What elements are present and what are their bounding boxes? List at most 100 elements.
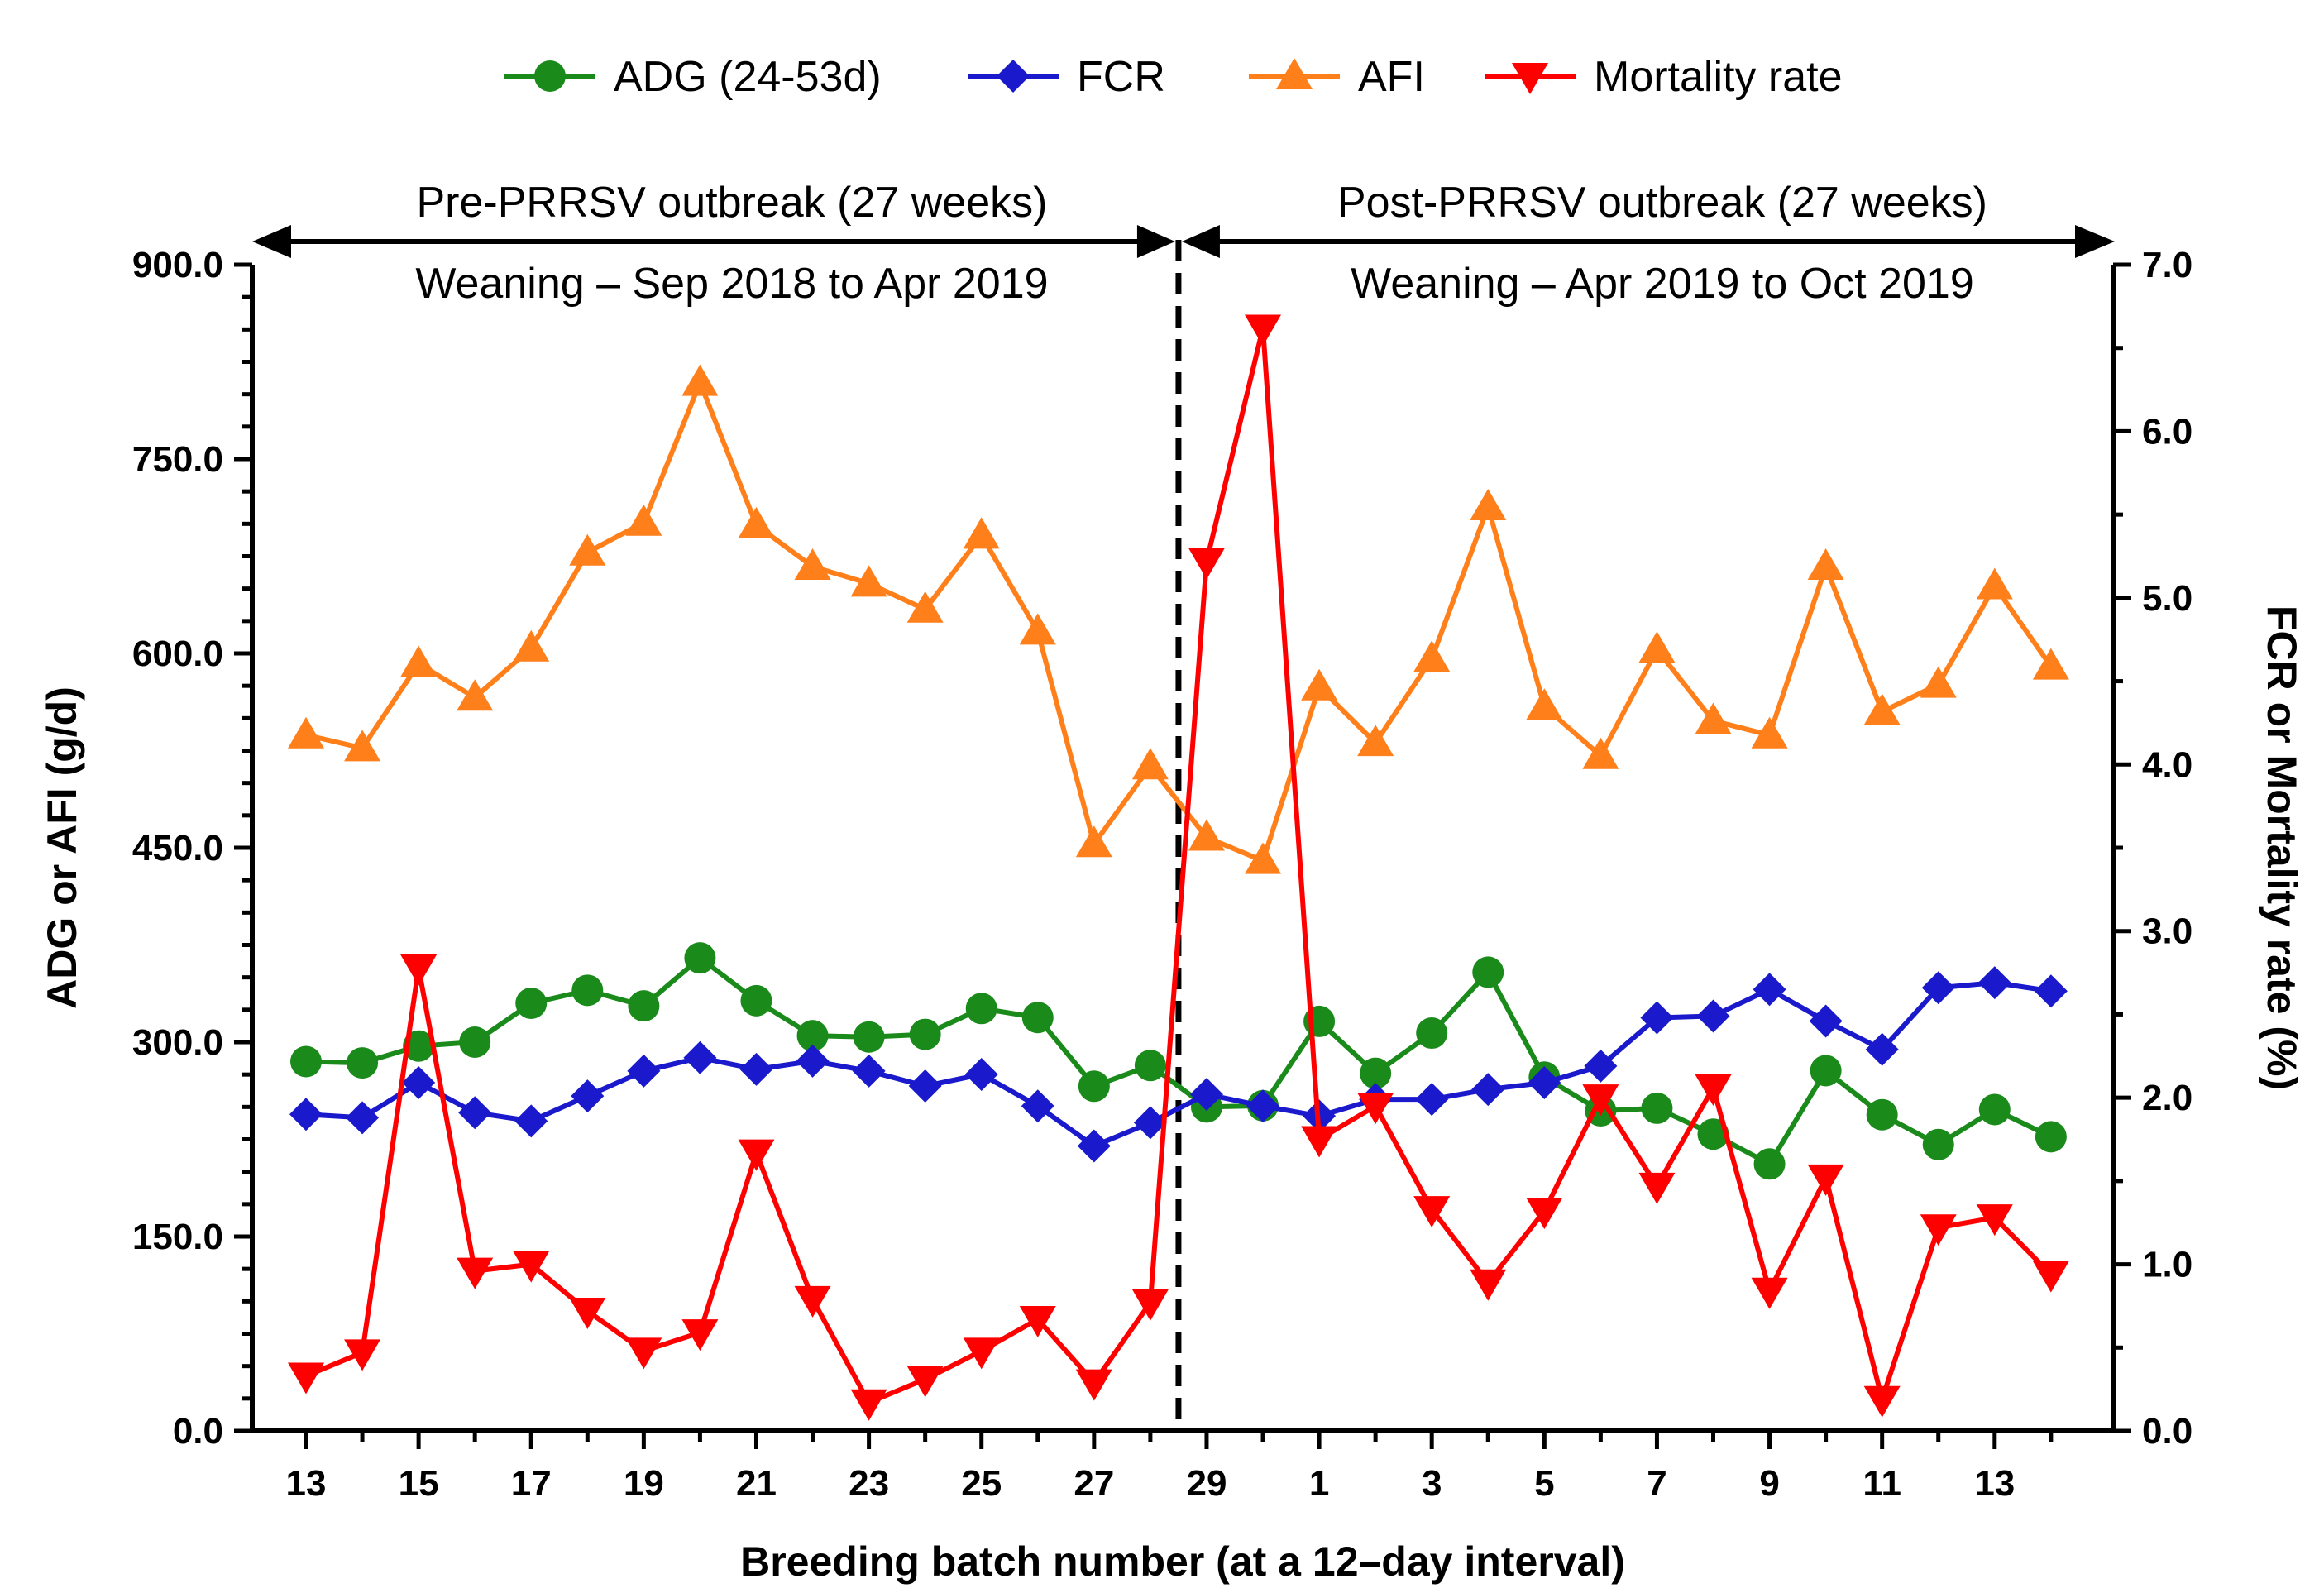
legend-marker	[1276, 58, 1313, 89]
data-point-afi	[1638, 631, 1676, 663]
data-point-afi	[1470, 488, 1507, 520]
data-point-fcr	[1471, 1073, 1505, 1107]
y-left-tick-label: 300.0	[132, 1022, 223, 1063]
data-point-adg-24-53d	[1810, 1055, 1842, 1087]
data-point-adg-24-53d	[1978, 1093, 2011, 1126]
y-axis-right-title: FCR or Mortality rate (%)	[2259, 605, 2305, 1090]
data-point-fcr	[1077, 1129, 1111, 1163]
data-point-mortality-rate	[625, 1337, 662, 1370]
series-afi	[288, 364, 2069, 874]
x-axis-title: Breeding batch number (at a 12–day inter…	[740, 1538, 1625, 1585]
data-point-adg-24-53d	[571, 974, 604, 1007]
x-tick-label: 5	[1534, 1463, 1554, 1504]
data-point-adg-24-53d	[1078, 1070, 1110, 1103]
data-point-fcr	[627, 1054, 661, 1088]
y-right-tick-label: 1.0	[2142, 1245, 2192, 1285]
data-point-afi	[344, 730, 381, 762]
data-point-adg-24-53d	[1134, 1050, 1166, 1082]
legend-marker	[1512, 63, 1548, 94]
series-line-mortality-rate	[304, 327, 2053, 1409]
x-tick-label: 7	[1647, 1463, 1666, 1504]
data-point-mortality-rate	[906, 1366, 944, 1398]
data-point-fcr	[1753, 973, 1786, 1007]
data-point-afi	[1582, 737, 1619, 769]
data-point-afi	[1019, 613, 1056, 645]
data-point-fcr	[458, 1096, 492, 1130]
y-right-tick-label: 5.0	[2142, 578, 2192, 619]
data-point-fcr	[964, 1057, 998, 1091]
data-point-afi	[1751, 716, 1788, 749]
data-point-adg-24-53d	[1753, 1148, 1786, 1180]
legend-item-adg-24-53d: ADG (24-53d)	[504, 53, 882, 101]
post-period-label: Post-PRRSV outbreak (27 weeks)	[1337, 179, 1987, 227]
data-point-afi	[1526, 688, 1563, 720]
legend-label: Mortality rate	[1594, 53, 1843, 101]
data-point-mortality-rate	[850, 1389, 887, 1421]
data-point-fcr	[289, 1098, 323, 1131]
data-point-afi	[963, 517, 1000, 549]
series-layer	[288, 314, 2069, 1421]
data-point-afi	[1357, 725, 1394, 757]
data-point-adg-24-53d	[1360, 1057, 1392, 1089]
data-point-mortality-rate	[1470, 1269, 1507, 1301]
data-point-afi	[681, 364, 719, 396]
y-left-tick-label: 150.0	[132, 1217, 223, 1257]
data-point-afi	[1863, 693, 1901, 725]
data-point-adg-24-53d	[347, 1047, 379, 1079]
x-tick-label: 1	[1309, 1463, 1329, 1504]
data-point-fcr	[683, 1040, 717, 1074]
data-point-mortality-rate	[681, 1319, 719, 1351]
data-point-afi	[738, 506, 775, 538]
series-adg-24-53d	[290, 942, 2067, 1180]
data-point-mortality-rate	[1526, 1198, 1563, 1230]
data-point-afi	[1245, 842, 1282, 874]
data-point-mortality-rate	[400, 954, 438, 987]
x-tick-label: 13	[1974, 1463, 2015, 1504]
x-tick-label: 17	[511, 1463, 552, 1504]
data-point-fcr	[1696, 999, 1730, 1033]
data-point-adg-24-53d	[909, 1018, 941, 1050]
y-right-tick-label: 7.0	[2142, 245, 2192, 285]
data-point-adg-24-53d	[1416, 1017, 1448, 1050]
data-point-afi	[625, 504, 662, 536]
data-point-adg-24-53d	[1472, 956, 1504, 988]
data-point-fcr	[1809, 1004, 1843, 1038]
data-point-afi	[1920, 666, 1957, 698]
y-left-tick-label: 750.0	[132, 439, 223, 480]
data-point-fcr	[514, 1104, 548, 1138]
data-point-fcr	[402, 1066, 436, 1100]
data-point-afi	[288, 716, 324, 749]
data-point-fcr	[1921, 971, 1955, 1005]
data-point-mortality-rate	[1131, 1289, 1169, 1321]
legend: ADG (24-53d) FCR AFI Mortality rate	[504, 53, 1843, 101]
data-point-adg-24-53d	[459, 1026, 491, 1058]
data-point-mortality-rate	[569, 1297, 606, 1329]
data-point-mortality-rate	[1075, 1369, 1112, 1401]
data-point-adg-24-53d	[1021, 1002, 1054, 1034]
data-point-adg-24-53d	[796, 1020, 829, 1052]
data-point-fcr	[2034, 974, 2068, 1008]
data-point-fcr	[1246, 1089, 1280, 1123]
data-point-afi	[1807, 548, 1844, 581]
data-point-mortality-rate	[1357, 1093, 1394, 1125]
pre-weaning-label: Weaning – Sep 2018 to Apr 2019	[415, 260, 1048, 308]
x-tick-label: 15	[399, 1463, 439, 1504]
data-point-fcr	[852, 1054, 886, 1088]
data-point-adg-24-53d	[853, 1021, 885, 1053]
data-point-afi	[906, 591, 944, 623]
period-annotations: Pre-PRRSV outbreak (27 weeks) Weaning – S…	[252, 179, 2115, 308]
data-point-mortality-rate	[1413, 1196, 1451, 1228]
x-tick-label: 29	[1186, 1463, 1227, 1504]
legend-item-mortality-rate: Mortality rate	[1485, 53, 1843, 101]
data-point-fcr	[1415, 1083, 1449, 1117]
data-point-mortality-rate	[457, 1257, 494, 1289]
y-left-tick-label: 450.0	[132, 828, 223, 868]
x-tick-label: 11	[1863, 1463, 1901, 1504]
data-point-adg-24-53d	[1922, 1128, 1954, 1160]
data-point-fcr	[1865, 1032, 1899, 1066]
y-left-tick-label: 0.0	[173, 1411, 223, 1452]
data-point-fcr	[739, 1052, 773, 1086]
pre-period-arrow-left-head	[252, 225, 291, 258]
data-point-mortality-rate	[1019, 1306, 1056, 1338]
data-point-adg-24-53d	[515, 988, 548, 1019]
